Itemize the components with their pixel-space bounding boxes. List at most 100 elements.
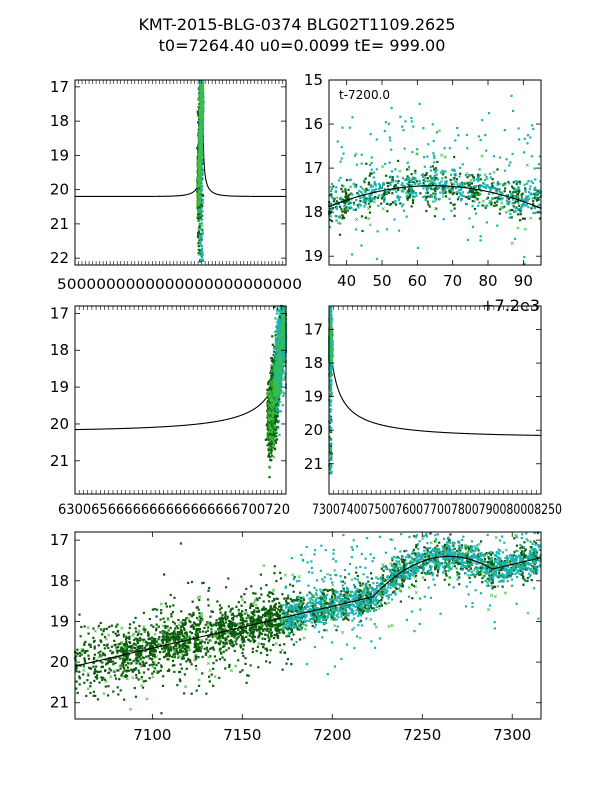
data-point-green [518,189,521,192]
data-point-green [477,184,481,188]
y-tick-label: 17 [50,78,69,96]
data-point-green [426,177,430,180]
data-point-green [419,192,422,195]
data-point-cross [196,214,200,218]
data-point-green [466,182,469,185]
data-point-cross [197,252,201,256]
data-point-cross [200,107,204,111]
data-point-green [518,204,521,207]
data-point-green [496,168,499,171]
data-point-green [479,184,482,187]
data-point-green [431,165,435,168]
data-point-cross [196,175,200,179]
data-point-green [343,216,346,220]
data-point-green [367,181,371,184]
data-point-green [376,196,379,199]
data-point-green [470,182,474,185]
data-point-cyan [200,218,203,221]
data-point-green [352,201,356,204]
data-point-green [197,242,200,245]
data-point-green [341,210,344,213]
data-point-green [380,197,383,200]
data-point-cross [200,146,204,151]
data-point-green [511,196,514,199]
data-point-cyan [201,198,205,202]
data-point-green [368,205,372,208]
data-point-cyan [199,113,202,116]
data-point-green [198,226,201,229]
data-point-green [520,193,523,196]
axes-frame [74,79,287,266]
data-point-green [512,205,515,208]
data-point-green [456,198,460,201]
data-point-green [342,210,345,213]
data-point-cross [200,81,204,85]
data-point-cross [199,110,203,114]
data-point-green [393,185,396,188]
data-point-green [200,199,203,202]
data-point-green [514,190,517,194]
data-point-cross [199,142,204,146]
data-point-cross [201,137,205,141]
data-point-green [436,160,439,164]
data-point-green [386,185,390,188]
data-point-cyan [201,251,204,255]
data-point-green [197,121,201,125]
data-point-green [494,197,497,200]
data-point-green [379,186,382,189]
data-point-green [197,230,201,233]
data-point-green [364,177,367,180]
data-point-green [514,200,517,203]
data-point-green [453,207,456,210]
data-point-green [339,205,342,208]
data-point-green [425,172,428,175]
data-point-green [399,202,402,205]
data-point-green [365,197,368,200]
data-point-green [517,189,520,192]
data-point-green [201,204,204,208]
data-point-green [344,210,347,213]
data-point-cross [198,127,202,131]
data-point-green [533,192,536,196]
data-point-green [348,207,351,210]
data-point-green [199,207,202,210]
data-point-green [197,248,200,251]
data-point-cross [201,99,205,103]
data-point-cyan [200,244,203,248]
data-point-cyan [199,243,202,246]
data-point-green [380,202,383,205]
data-point-green [453,155,456,159]
data-point-cyan [201,232,204,236]
data-point-green [481,204,484,207]
data-point-green [201,194,205,197]
data-point-green [409,193,412,196]
data-point-green [397,179,400,183]
data-point-green [426,195,429,198]
data-point-green [331,207,334,210]
data-point-cyan [200,185,203,189]
data-point-green [469,190,472,193]
data-point-green [328,194,332,197]
data-point-cyan [201,201,204,204]
data-point-cyan [200,247,204,251]
data-point-cross [197,160,201,164]
data-point-green [342,201,346,204]
data-point-green [537,197,540,200]
data-point-green [408,184,411,187]
data-point-green [197,187,201,190]
data-point-green [397,159,400,163]
data-point-green [426,200,429,203]
data-point-green [490,203,493,206]
data-point-green [367,183,370,186]
data-point-green [341,198,344,201]
data-point-cross [197,170,201,175]
data-point-cyan [201,120,204,123]
data-point-green [342,215,345,218]
data-point-green [434,166,437,170]
data-point-green [498,212,501,215]
data-point-cyan [489,176,492,179]
data-point-green [484,206,487,209]
data-point-green [516,200,519,203]
data-point-green [198,91,201,95]
